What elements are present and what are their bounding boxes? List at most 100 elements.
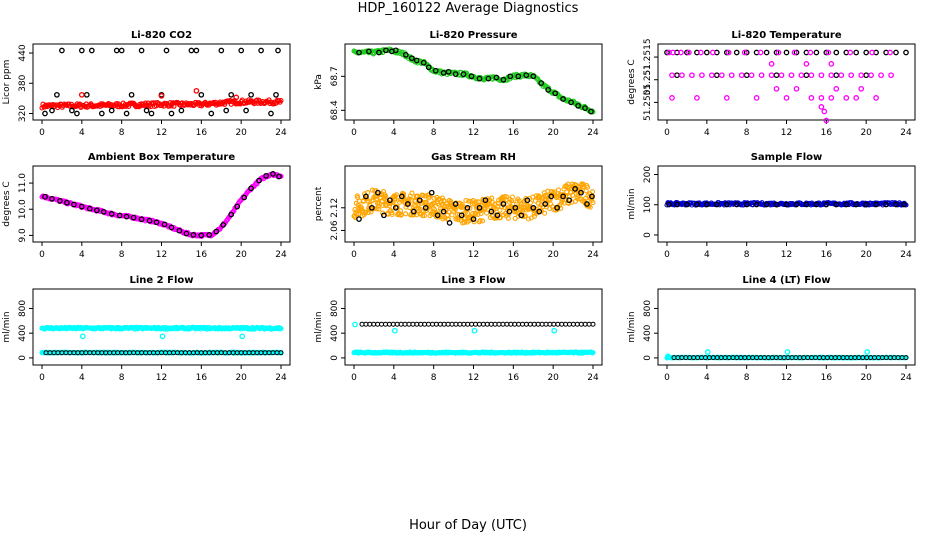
x-tick-label: 24 xyxy=(587,250,599,260)
data-point xyxy=(408,55,415,62)
data-point xyxy=(108,211,115,217)
x-tick-label: 24 xyxy=(587,128,599,138)
data-point xyxy=(239,333,246,340)
data-point xyxy=(833,85,840,92)
x-tick-label: 16 xyxy=(508,250,520,260)
data-point xyxy=(741,49,748,56)
x-tick-label: 20 xyxy=(860,250,872,260)
y-axis-label: ml/min xyxy=(627,188,637,219)
x-tick-label: 20 xyxy=(235,373,247,383)
data-point xyxy=(153,219,160,226)
x-tick-label: 8 xyxy=(119,128,125,138)
x-tick-label: 0 xyxy=(351,250,357,260)
data-point xyxy=(838,72,845,79)
x-tick-label: 16 xyxy=(821,128,833,138)
data-point xyxy=(509,194,515,200)
data-point xyxy=(404,201,411,207)
x-tick-label: 24 xyxy=(275,128,287,138)
data-point xyxy=(748,72,755,79)
data-point xyxy=(833,49,840,56)
data-point xyxy=(389,211,395,218)
x-tick-label: 20 xyxy=(235,250,247,260)
x-tick-label: 4 xyxy=(704,128,710,138)
data-point xyxy=(893,201,899,208)
panel-title: Gas Stream RH xyxy=(431,152,516,163)
data-point xyxy=(467,205,473,211)
x-tick-label: 8 xyxy=(431,128,437,138)
series-red-scatter xyxy=(78,87,240,107)
data-point xyxy=(863,201,870,208)
data-point xyxy=(376,206,382,212)
data-point xyxy=(86,205,93,212)
data-point xyxy=(823,49,830,56)
data-point xyxy=(364,198,370,204)
y-tick-label: 0 xyxy=(330,355,340,361)
data-point xyxy=(843,95,850,101)
x-tick-label: 16 xyxy=(821,373,833,383)
data-point xyxy=(420,213,426,219)
data-point xyxy=(78,203,85,210)
data-point xyxy=(444,203,450,209)
data-point xyxy=(733,201,740,208)
data-point xyxy=(446,209,452,215)
data-point xyxy=(463,197,469,204)
data-point xyxy=(858,72,865,79)
data-point xyxy=(410,208,417,215)
data-point xyxy=(392,204,399,211)
data-point xyxy=(376,200,382,206)
y-tick-label: 400 xyxy=(330,324,340,341)
data-point xyxy=(674,72,680,79)
data-point xyxy=(530,204,537,211)
data-point xyxy=(354,211,360,217)
x-tick-label: 24 xyxy=(900,250,912,260)
data-point xyxy=(686,49,692,56)
x-tick-label: 4 xyxy=(391,250,397,260)
y-tick-label: 400 xyxy=(643,324,653,341)
data-point xyxy=(590,200,596,206)
data-point xyxy=(168,110,175,117)
data-point xyxy=(470,211,476,217)
y-tick-label: 51.2505 xyxy=(643,84,653,121)
x-tick-label: 4 xyxy=(391,128,397,138)
data-point xyxy=(670,49,676,56)
data-point xyxy=(704,349,711,355)
data-point xyxy=(536,208,543,215)
data-point xyxy=(98,110,105,117)
x-tick-label: 12 xyxy=(468,250,479,260)
panel-4: Ambient Box Temperature degrees C 9.0 10.0 1… xyxy=(2,152,291,260)
x-tick-label: 0 xyxy=(664,373,670,383)
data-point xyxy=(421,213,428,219)
x-tick-label: 12 xyxy=(781,373,792,383)
data-point xyxy=(268,110,274,117)
data-point xyxy=(193,47,200,54)
data-point xyxy=(398,193,405,200)
data-point xyxy=(414,193,421,199)
data-point xyxy=(425,64,432,71)
data-point xyxy=(664,49,670,56)
x-tick-label: 0 xyxy=(39,128,45,138)
y-tick-label: 51.2515 xyxy=(643,38,653,75)
data-point xyxy=(823,117,830,124)
data-point xyxy=(495,200,501,206)
data-point xyxy=(858,85,865,92)
x-tick-label: 0 xyxy=(351,128,357,138)
data-point xyxy=(684,49,690,56)
x-tick-label: 16 xyxy=(508,128,520,138)
series-cyan-band xyxy=(351,349,596,356)
data-point xyxy=(468,198,474,204)
data-point xyxy=(584,184,591,190)
y-axis-label: kPa xyxy=(314,74,324,90)
data-point xyxy=(148,110,155,117)
data-point xyxy=(665,353,671,360)
data-point xyxy=(118,47,125,54)
data-point xyxy=(57,198,63,204)
data-point xyxy=(775,49,782,56)
data-point xyxy=(468,73,475,80)
data-point xyxy=(116,212,123,219)
x-tick-label: 4 xyxy=(391,373,397,383)
y-tick-label: 380 xyxy=(18,74,28,91)
data-point xyxy=(863,49,870,56)
data-point xyxy=(703,201,710,208)
data-point xyxy=(808,72,815,79)
panel-9: Line 4 (LT) Flow ml/min 0 400 800 0 4 8 12 16 20 24 xyxy=(627,275,916,383)
